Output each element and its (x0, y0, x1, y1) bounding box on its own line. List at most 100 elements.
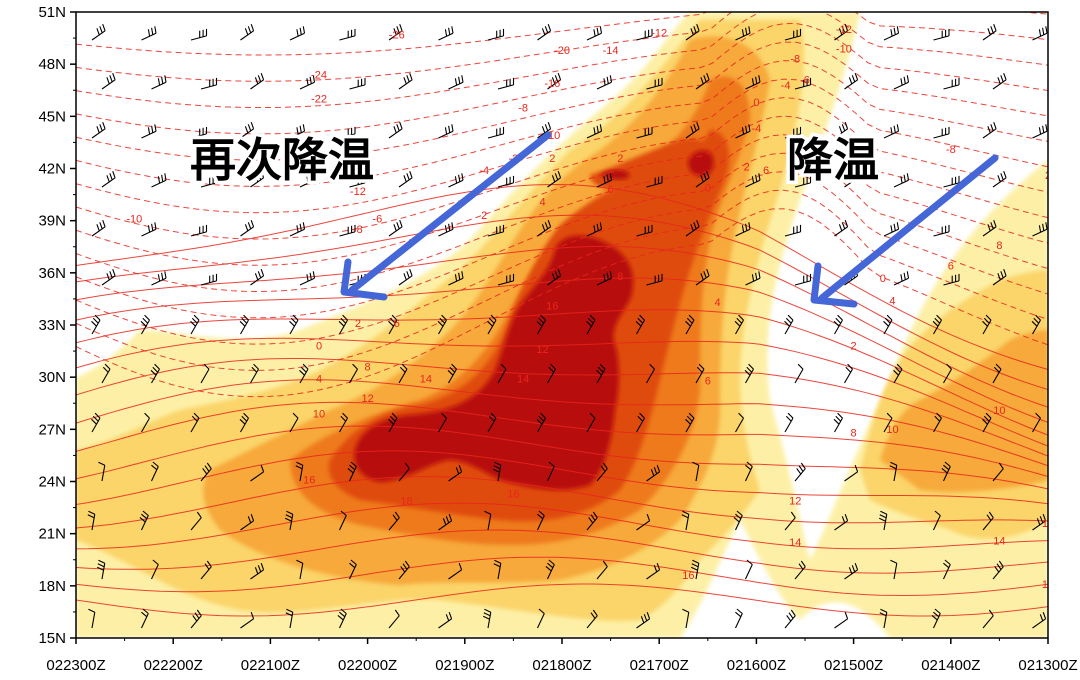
contour-label: 4 (889, 295, 895, 307)
contour-label: 14 (789, 537, 801, 549)
y-tick-label: 30N (38, 369, 66, 386)
arrows (340, 131, 999, 308)
wind-barb (239, 412, 249, 433)
contour-line-dashed (76, 134, 1048, 293)
wind-barb (695, 73, 710, 90)
wind-barb (943, 175, 960, 188)
wind-barb (200, 175, 218, 188)
wind-barb (497, 77, 515, 90)
contour-label: -4 (752, 123, 762, 135)
wind-barb (744, 363, 754, 384)
wind-barb (586, 412, 596, 433)
contour-line-solid (76, 425, 1048, 490)
wind-barb (636, 514, 651, 531)
wind-barb (484, 510, 492, 531)
wind-barb (695, 363, 705, 384)
wind-barb (586, 124, 603, 139)
x-tick-label: 021600Z (727, 657, 786, 674)
wind-barb (388, 412, 398, 433)
wind-barb (834, 24, 849, 41)
wind-barb (685, 122, 700, 139)
wind-barb (690, 559, 700, 580)
contour-line-solid (76, 379, 1048, 467)
wind-barb (139, 510, 149, 531)
wind-barb (240, 220, 255, 237)
wind-barb (285, 608, 294, 629)
wind-barb (685, 24, 700, 41)
wind-barb (1032, 222, 1048, 237)
wind-barb (239, 314, 249, 335)
wind-barb (190, 412, 200, 433)
wind-barb (190, 609, 202, 629)
wind-barb (190, 314, 200, 335)
contour-label: 18 (400, 495, 412, 507)
wind-barb (141, 124, 157, 139)
contour-label: -20 (554, 45, 570, 57)
wind-barb (299, 75, 316, 90)
wind-barb (388, 314, 398, 335)
wind-barb (497, 273, 515, 286)
contour-label: -14 (603, 45, 619, 57)
contour-label: 16 (303, 475, 315, 487)
right-cooling-arrow (810, 154, 999, 308)
contour-label: 2 (617, 153, 623, 165)
wind-barb (844, 73, 859, 90)
wind-barb (250, 73, 265, 90)
contour-label: 8 (996, 240, 1002, 252)
wind-barb (91, 122, 106, 139)
wind-barb (893, 75, 910, 90)
contour-label: 16 (1042, 579, 1054, 591)
right-annotation: 降温 (787, 133, 879, 187)
contour-label: -4 (781, 80, 791, 92)
wind-barb (943, 559, 951, 580)
wind-barb (101, 73, 116, 90)
wind-barb (438, 124, 454, 139)
wind-barb (695, 269, 710, 286)
contour-label: -6 (372, 214, 382, 226)
wind-barb (586, 511, 598, 531)
wind-barb (140, 314, 150, 335)
contour-label: 2 (355, 318, 361, 330)
wind-barb (844, 171, 859, 188)
contour-label: 12 (536, 344, 548, 356)
y-tick-label: 36N (38, 265, 66, 282)
wind-barb (151, 271, 167, 286)
wind-barb (448, 271, 464, 286)
contour-line-solid (76, 245, 1048, 408)
contour-label: 0 (880, 273, 886, 285)
wind-barb (448, 75, 464, 90)
wind-barb (240, 612, 255, 629)
wind-barb (695, 171, 710, 188)
wind-barb (88, 608, 96, 629)
wind-barb (982, 220, 997, 237)
wind-barb (992, 171, 1007, 188)
wind-barb (982, 609, 994, 629)
wind-barb (784, 28, 802, 41)
wind-barb (250, 171, 265, 188)
wind-barb (349, 175, 366, 188)
wind-barb (545, 559, 555, 580)
left-annotation: 再次降温 (190, 133, 374, 187)
wind-barb (890, 559, 898, 580)
wind-barb (398, 73, 413, 90)
wind-barb (547, 363, 556, 384)
contour-label: 4 (714, 297, 720, 309)
contour-label: 8 (617, 271, 623, 283)
contour-label: 10 (886, 424, 898, 436)
x-tick-label: 022100Z (241, 657, 300, 674)
wind-barb (586, 314, 596, 335)
contour-line-dashed (76, 12, 1048, 56)
contour-label: 12 (789, 495, 801, 507)
contour-label: 0 (316, 341, 322, 353)
wind-barb (91, 24, 106, 41)
wind-barb (151, 559, 159, 580)
wind-barb (101, 269, 116, 286)
wind-barb (91, 412, 101, 433)
wind-barb (151, 173, 167, 188)
wind-barb (289, 26, 306, 41)
wind-barb (794, 363, 804, 384)
wind-barb (735, 608, 743, 629)
wind-barb (299, 363, 309, 384)
wind-barb (735, 222, 751, 237)
wind-barb (745, 173, 761, 188)
